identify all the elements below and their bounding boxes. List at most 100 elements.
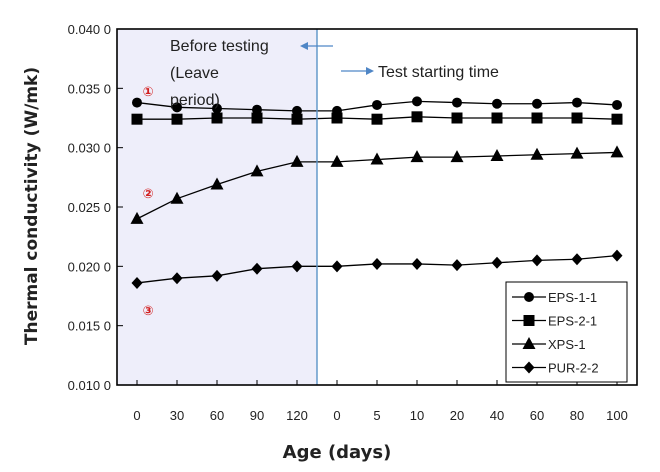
series-eps-1-1 xyxy=(132,96,622,116)
y-tick-label: 0.025 0 xyxy=(68,200,111,215)
data-point xyxy=(171,113,183,125)
data-point xyxy=(571,253,583,266)
data-point xyxy=(330,154,344,167)
x-tick-label: 20 xyxy=(450,408,464,423)
y-tick-label: 0.015 0 xyxy=(68,319,111,334)
y-axis-title: Thermal conductivity (W/mk) xyxy=(22,67,42,345)
group-label-3: ③ xyxy=(142,304,153,319)
x-tick-label: 0 xyxy=(333,408,340,423)
legend-label: PUR-2-2 xyxy=(548,361,599,376)
data-point xyxy=(572,97,582,108)
y-axis-ticks: 0.010 0 0.015 0 0.020 0 0.025 0 0.030 0 0.035… xyxy=(68,22,123,393)
data-point xyxy=(491,112,503,124)
data-point xyxy=(492,98,502,109)
x-tick-label: 30 xyxy=(170,408,184,423)
data-point xyxy=(451,259,463,272)
data-point xyxy=(412,96,422,107)
legend-item-pur-2-2: PUR-2-2 xyxy=(512,361,599,376)
data-point xyxy=(291,260,303,273)
data-point xyxy=(212,103,222,114)
data-point xyxy=(410,150,424,163)
data-point xyxy=(172,102,182,113)
period-label: period) xyxy=(170,92,220,109)
legend-marker xyxy=(524,292,534,302)
legend-item-eps-1-1: EPS-1-1 xyxy=(512,290,597,305)
data-point xyxy=(532,98,542,109)
data-point xyxy=(210,177,224,190)
data-point xyxy=(131,113,143,125)
data-point xyxy=(530,147,544,160)
data-point xyxy=(251,112,263,124)
test-starting-time-label: Test starting time xyxy=(378,64,499,81)
data-point xyxy=(211,269,223,282)
data-point xyxy=(451,112,463,124)
leave-label: (Leave xyxy=(170,65,219,82)
x-tick-label: 40 xyxy=(490,408,504,423)
arrow-right-head xyxy=(366,67,374,75)
group-label-2: ② xyxy=(142,187,153,202)
data-point xyxy=(371,257,383,270)
legend-label: EPS-2-1 xyxy=(548,314,597,329)
x-tick-label: 10 xyxy=(410,408,424,423)
data-point xyxy=(450,150,464,163)
series-layer xyxy=(130,96,624,289)
legend-item-xps-1: XPS-1 xyxy=(512,337,586,352)
data-point xyxy=(331,112,343,124)
arrow-left-head xyxy=(300,42,308,50)
x-tick-label: 100 xyxy=(606,408,628,423)
data-point xyxy=(372,99,382,110)
data-point xyxy=(611,249,623,262)
series-eps-2-1 xyxy=(131,111,623,125)
data-point xyxy=(171,272,183,285)
y-tick-label: 0.030 0 xyxy=(68,141,111,156)
data-point xyxy=(290,154,304,167)
data-point xyxy=(130,211,144,224)
data-point xyxy=(611,113,623,125)
data-point xyxy=(131,276,143,289)
x-axis-ticks: 0 30 60 90 120 0 5 10 20 40 60 80 100 xyxy=(133,380,628,423)
data-point xyxy=(411,257,423,270)
y-tick-label: 0.020 0 xyxy=(68,259,111,274)
data-point xyxy=(371,113,383,125)
legend-marker xyxy=(522,337,536,349)
x-tick-label: 0 xyxy=(133,408,140,423)
data-point xyxy=(211,112,223,124)
x-axis-title: Age (days) xyxy=(283,442,392,463)
y-tick-label: 0.040 0 xyxy=(68,22,111,37)
data-point xyxy=(570,146,584,159)
x-tick-label: 120 xyxy=(286,408,308,423)
data-point xyxy=(610,145,624,158)
legend-marker xyxy=(523,361,535,374)
legend-item-eps-2-1: EPS-2-1 xyxy=(512,314,597,329)
data-point xyxy=(370,152,384,165)
data-point xyxy=(132,97,142,108)
legend-label: EPS-1-1 xyxy=(548,290,597,305)
x-tick-label: 5 xyxy=(373,408,380,423)
data-point xyxy=(292,105,302,116)
data-point xyxy=(452,97,462,108)
data-point xyxy=(531,112,543,124)
data-point xyxy=(571,112,583,124)
series-pur-2-2 xyxy=(131,249,623,289)
before-testing-label: Before testing xyxy=(170,38,269,55)
y-tick-label: 0.035 0 xyxy=(68,81,111,96)
annotation-arrows xyxy=(300,42,374,75)
group-label-1: ① xyxy=(142,85,153,100)
x-tick-label: 80 xyxy=(570,408,584,423)
data-point xyxy=(291,113,303,125)
x-tick-label: 60 xyxy=(530,408,544,423)
y-tick-label: 0.010 0 xyxy=(68,378,111,393)
data-point xyxy=(251,262,263,275)
legend-marker xyxy=(523,315,535,326)
data-point xyxy=(490,148,504,161)
data-point xyxy=(612,99,622,110)
x-tick-label: 90 xyxy=(250,408,264,423)
series-xps-1 xyxy=(130,145,624,224)
data-point xyxy=(331,260,343,273)
legend: EPS-1-1 EPS-2-1 XPS-1 PUR-2-2 xyxy=(505,281,628,383)
leave-period-shading xyxy=(117,29,317,385)
legend-label: XPS-1 xyxy=(548,337,586,352)
x-tick-label: 60 xyxy=(210,408,224,423)
data-point xyxy=(531,254,543,267)
